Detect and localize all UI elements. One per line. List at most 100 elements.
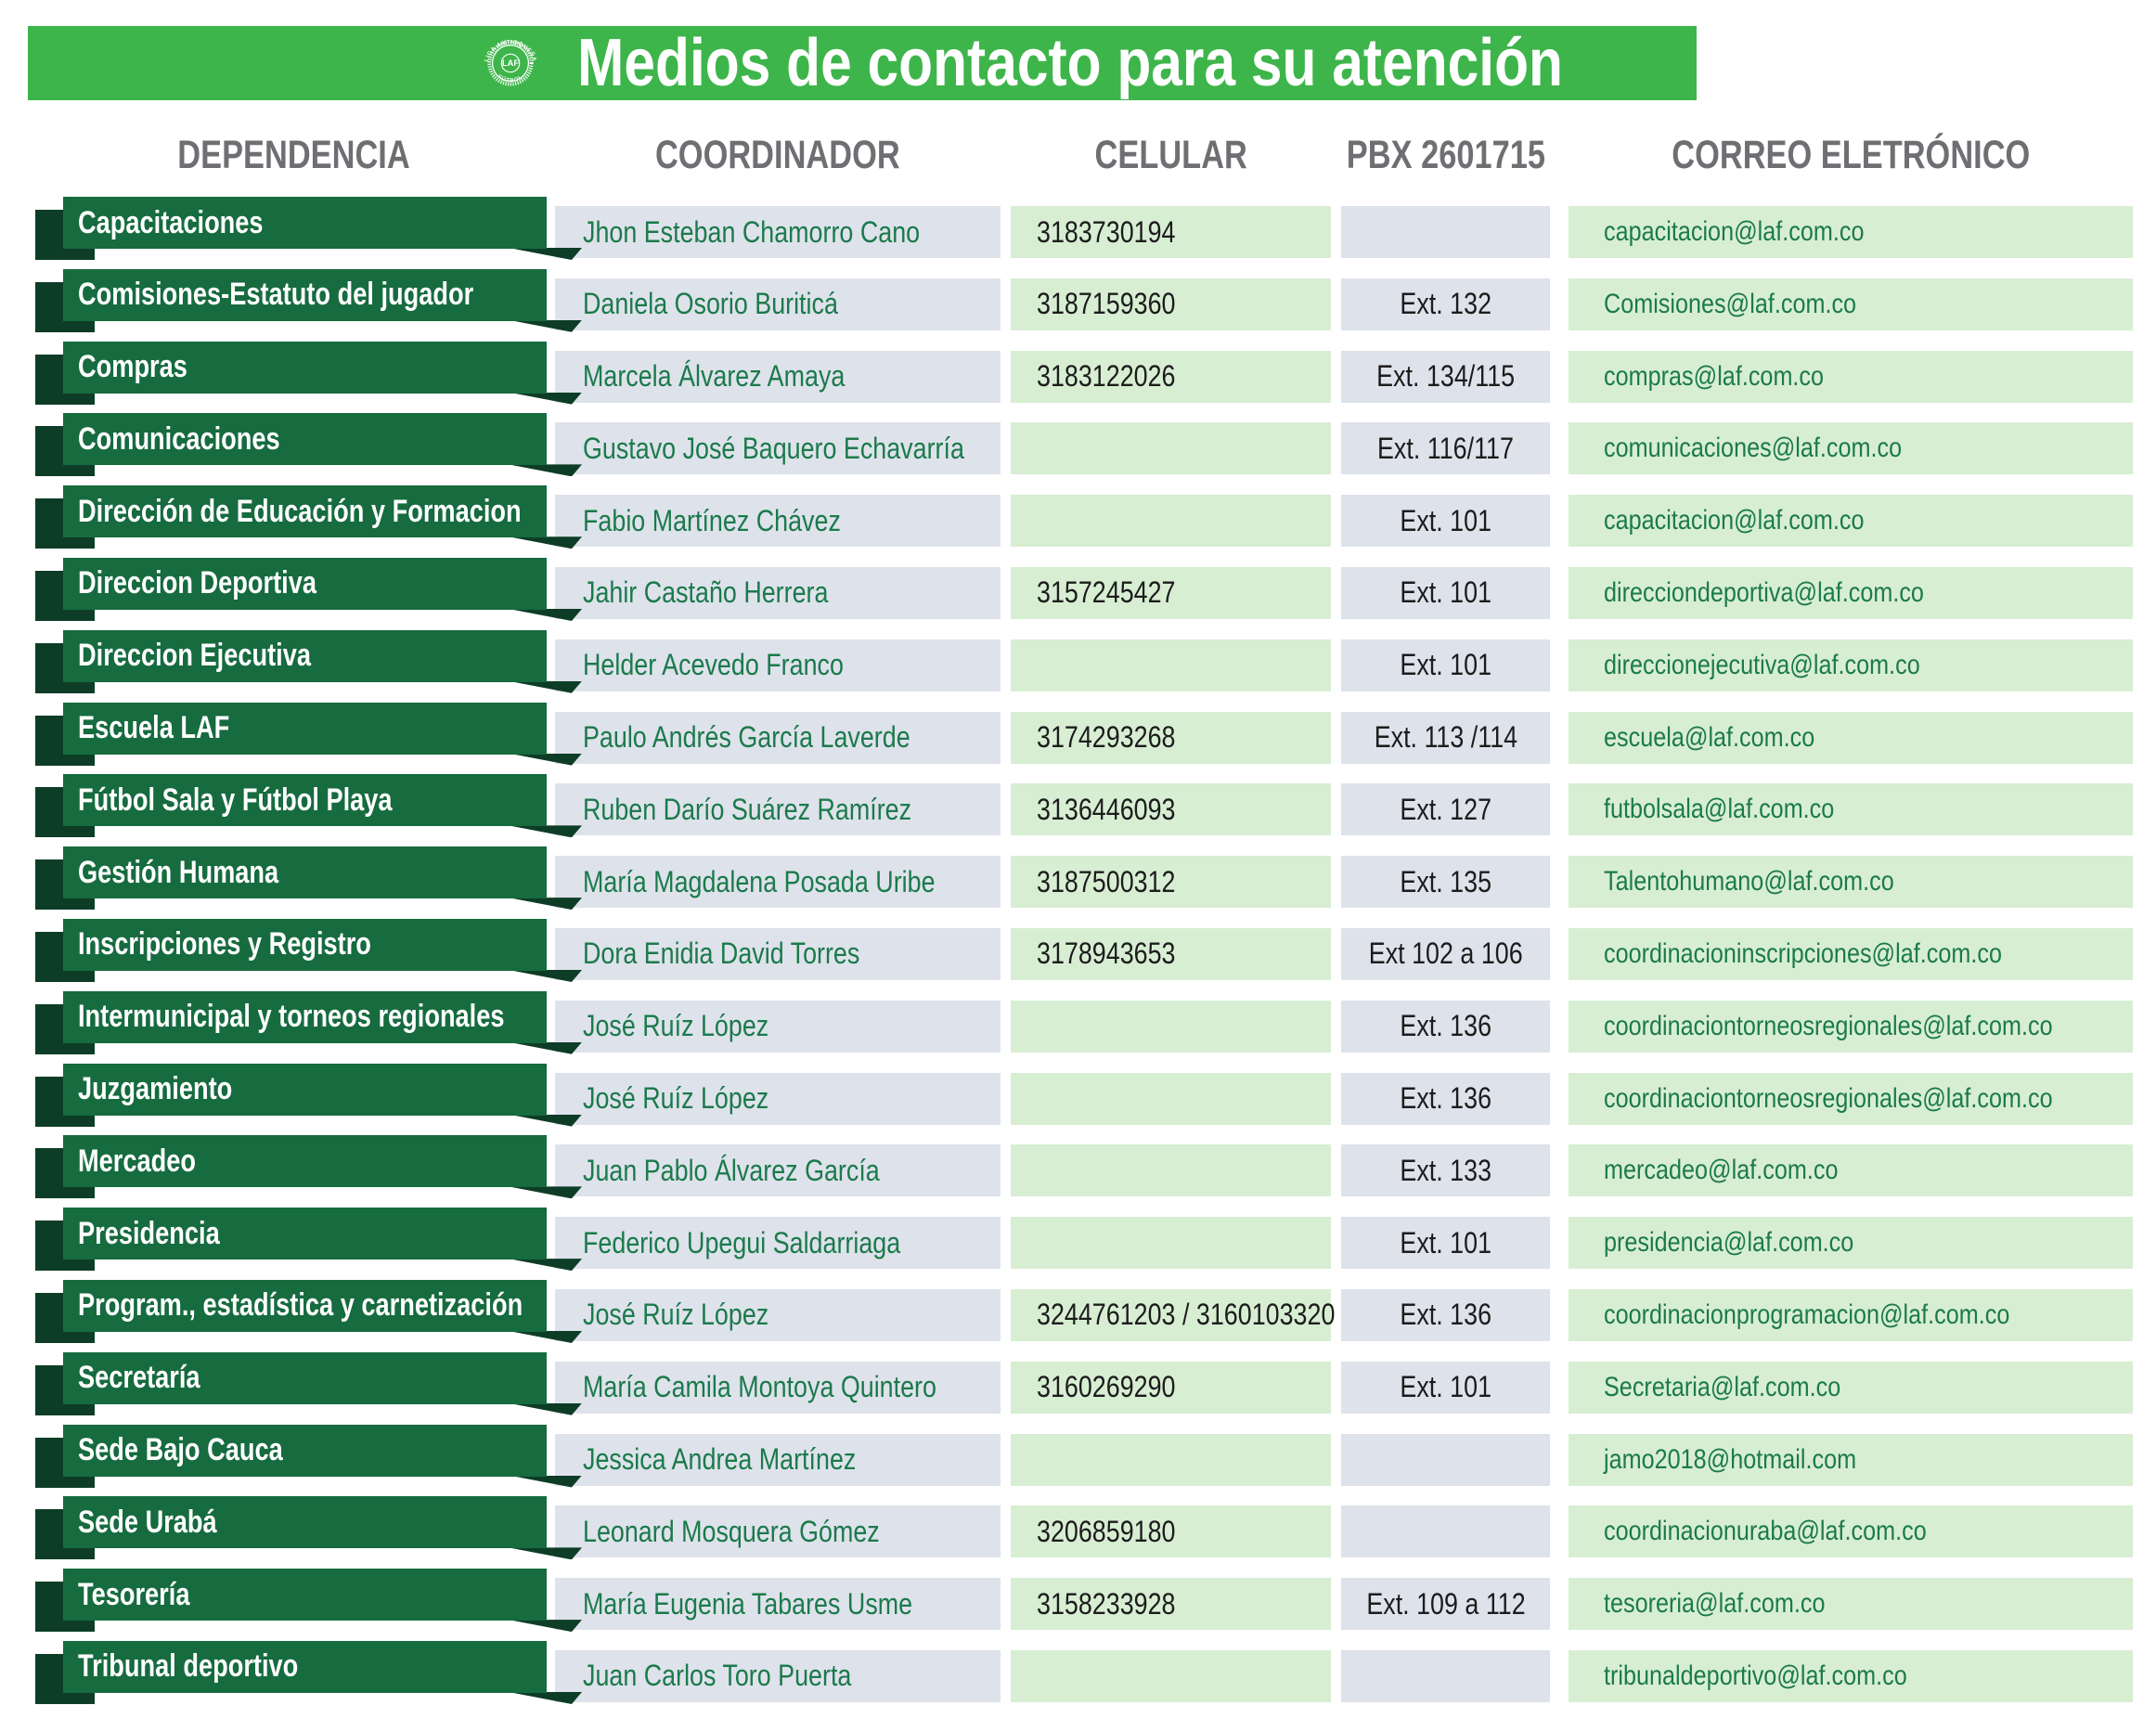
coordinator-cell: Daniela Osorio Buriticá (555, 278, 1001, 330)
contact-table: Capacitaciones Jhon Esteban Chamorro Can… (35, 197, 2133, 1713)
pbx-extension: Ext. 134/115 (1376, 359, 1515, 394)
pbx-cell (1341, 206, 1550, 258)
ribbon-fold (509, 536, 582, 549)
celular-number: 3183122026 (1037, 359, 1176, 394)
pbx-cell: Ext. 134/115 (1341, 350, 1550, 403)
title-bar: LIGA ANTIOQUEÑA FÚTBOL LAF Medios de con… (28, 26, 1697, 100)
ribbon-band: Tribunal deportivo (63, 1640, 547, 1693)
celular-cell (1011, 1000, 1331, 1053)
ribbon-fold (509, 753, 582, 766)
coordinator-cell: María Eugenia Tabares Usme (555, 1578, 1001, 1631)
coordinator-cell: María Magdalena Posada Uribe (555, 856, 1001, 909)
email-cell: futbolsala@laf.com.co (1569, 783, 2133, 836)
dependencia-ribbon: Capacitaciones (35, 197, 582, 260)
ribbon-fold (509, 1620, 582, 1633)
table-row: Tribunal deportivo Juan Carlos Toro Puer… (35, 1640, 2133, 1704)
ribbon-band: Program., estadística y carnetización (63, 1279, 547, 1332)
celular-cell: 3136446093 (1011, 783, 1331, 836)
celular-number: 3244761203 / 3160103320 (1037, 1298, 1336, 1332)
ribbon-band: Escuela LAF (63, 702, 547, 755)
pbx-extension: Ext. 116/117 (1377, 431, 1514, 465)
email-cell: coordinaciontorneosregionales@laf.com.co (1569, 1072, 2133, 1125)
coordinator-name: Dora Enidia David Torres (583, 937, 860, 971)
dependencia-label: Escuela LAF (78, 710, 230, 746)
table-row: Gestión Humana María Magdalena Posada Ur… (35, 846, 2133, 911)
dependencia-label: Capacitaciones (78, 204, 264, 240)
ribbon-fold (509, 1114, 582, 1127)
table-row: Comunicaciones Gustavo José Baquero Echa… (35, 413, 2133, 477)
ribbon-band: Fútbol Sala y Fútbol Playa (63, 774, 547, 827)
ribbon-fold (509, 969, 582, 982)
email-cell: coordinacioninscripciones@laf.com.co (1569, 927, 2133, 980)
coordinator-name: María Magdalena Posada Uribe (583, 864, 936, 898)
pbx-cell: Ext. 136 (1341, 1072, 1550, 1125)
ribbon-band: Compras (63, 341, 547, 394)
pbx-cell: Ext. 136 (1341, 1000, 1550, 1053)
coordinator-cell: Federico Upegui Saldarriaga (555, 1217, 1001, 1270)
coordinator-cell: Paulo Andrés García Laverde (555, 711, 1001, 764)
dependencia-label: Mercadeo (78, 1143, 196, 1179)
column-header-dependencia: DEPENDENCIA (176, 132, 410, 177)
ribbon-band: Intermunicipal y torneos regionales (63, 990, 547, 1043)
pbx-cell: Ext. 132 (1341, 278, 1550, 330)
ribbon-fold (509, 1330, 582, 1343)
celular-cell (1011, 1433, 1331, 1486)
table-row: Direccion Ejecutiva Helder Acevedo Franc… (35, 629, 2133, 693)
celular-number: 3136446093 (1037, 792, 1176, 826)
dependencia-label: Direccion Ejecutiva (78, 638, 311, 674)
celular-cell: 3174293268 (1011, 711, 1331, 764)
coordinator-name: Daniela Osorio Buriticá (583, 287, 838, 321)
coordinator-name: Jahir Castaño Herrera (583, 575, 829, 610)
email-address: Secretaria@laf.com.co (1604, 1371, 1841, 1402)
column-header-correo: CORREO ELETRÓNICO (1671, 132, 2031, 177)
pbx-extension: Ext. 133 (1400, 1153, 1491, 1187)
dependencia-ribbon: Direccion Deportiva (35, 557, 582, 621)
dependencia-ribbon: Juzgamiento (35, 1063, 582, 1127)
email-address: direccionejecutiva@laf.com.co (1604, 649, 1920, 680)
table-row: Direccion Deportiva Jahir Castaño Herrer… (35, 557, 2133, 621)
coordinator-name: Fabio Martínez Chávez (583, 503, 841, 537)
email-cell: coordinaciontorneosregionales@laf.com.co (1569, 1000, 2133, 1053)
email-address: mercadeo@laf.com.co (1604, 1155, 1839, 1186)
email-cell: direccionejecutiva@laf.com.co (1569, 639, 2133, 691)
dependencia-label: Direccion Deportiva (78, 565, 316, 601)
pbx-extension: Ext. 136 (1400, 1081, 1491, 1116)
coordinator-name: Juan Pablo Álvarez García (583, 1153, 880, 1187)
ribbon-fold (509, 1186, 582, 1199)
ribbon-fold (509, 319, 582, 332)
laf-logo: LIGA ANTIOQUEÑA FÚTBOL LAF (484, 39, 537, 86)
ribbon-band: Gestión Humana (63, 846, 547, 899)
email-address: Comisiones@laf.com.co (1604, 288, 1857, 319)
pbx-cell: Ext 102 a 106 (1341, 927, 1550, 980)
dependencia-label: Dirección de Educación y Formacion (78, 493, 522, 529)
email-cell: comunicaciones@laf.com.co (1569, 422, 2133, 475)
pbx-extension: Ext. 101 (1400, 575, 1491, 610)
coordinator-name: Federico Upegui Saldarriaga (583, 1225, 901, 1259)
email-address: capacitacion@laf.com.co (1604, 505, 1865, 536)
celular-cell: 3187159360 (1011, 278, 1331, 330)
pbx-extension: Ext. 136 (1400, 1009, 1491, 1043)
coordinator-name: Jessica Andrea Martínez (583, 1442, 857, 1477)
pbx-extension: Ext. 136 (1400, 1298, 1491, 1332)
table-row: Mercadeo Juan Pablo Álvarez García Ext. … (35, 1135, 2133, 1199)
email-address: coordinacionuraba@laf.com.co (1604, 1516, 1927, 1547)
ribbon-fold (509, 1475, 582, 1488)
dependencia-ribbon: Sede Bajo Cauca (35, 1424, 582, 1488)
ribbon-band: Mercadeo (63, 1135, 547, 1188)
ribbon-band: Dirección de Educación y Formacion (63, 485, 547, 538)
coordinator-name: Paulo Andrés García Laverde (583, 720, 910, 755)
email-address: coordinacionprogramacion@laf.com.co (1604, 1298, 2010, 1330)
email-cell: coordinacionuraba@laf.com.co (1569, 1505, 2133, 1558)
ribbon-band: Comisiones-Estatuto del jugador (63, 268, 547, 321)
email-cell: Comisiones@laf.com.co (1569, 278, 2133, 330)
dependencia-ribbon: Mercadeo (35, 1135, 582, 1199)
coordinator-cell: Juan Carlos Toro Puerta (555, 1649, 1001, 1702)
email-address: compras@laf.com.co (1604, 360, 1825, 392)
pbx-extension: Ext. 101 (1400, 1370, 1491, 1404)
email-cell: jamo2018@hotmail.com (1569, 1433, 2133, 1486)
celular-cell (1011, 1649, 1331, 1702)
ribbon-fold (509, 898, 582, 911)
email-cell: presidencia@laf.com.co (1569, 1217, 2133, 1270)
email-cell: capacitacion@laf.com.co (1569, 495, 2133, 548)
svg-text:FÚTBOL: FÚTBOL (497, 74, 524, 84)
